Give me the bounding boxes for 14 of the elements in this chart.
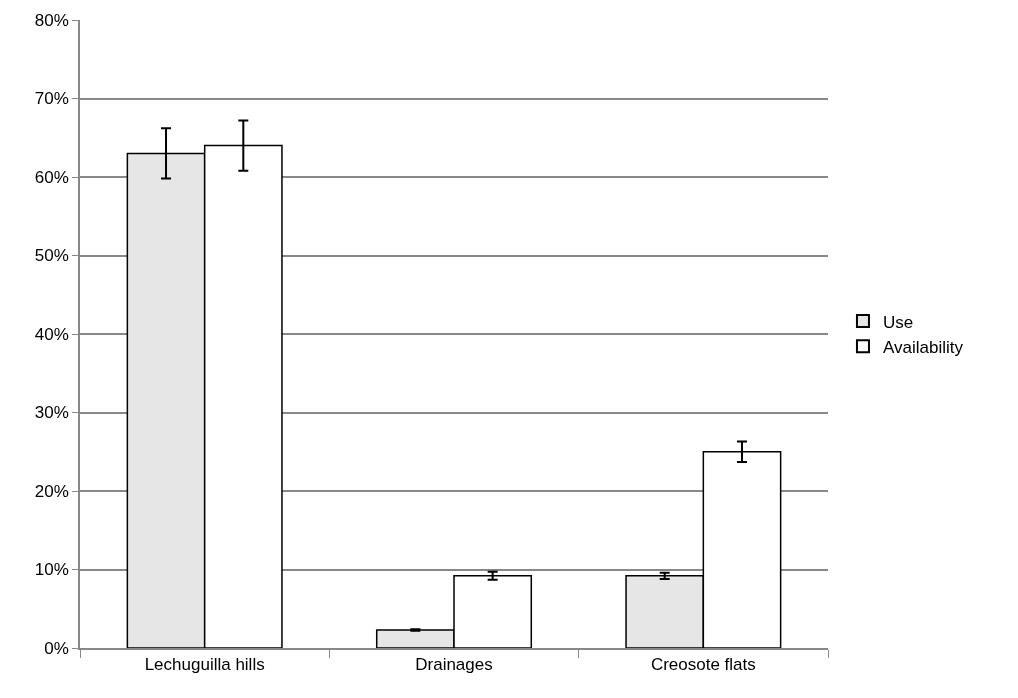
x-tick-label: Lechuguilla hills xyxy=(144,655,265,675)
y-tick-label: 50% xyxy=(34,246,69,266)
x-tick-label: Creosote flats xyxy=(650,655,756,675)
y-tick-label: 60% xyxy=(34,167,69,187)
legend-label: Use xyxy=(882,312,914,332)
y-tick-label: 0% xyxy=(44,638,69,658)
y-tick-label: 10% xyxy=(34,560,69,580)
y-tick-label: 80% xyxy=(34,10,69,30)
legend-label: Availability xyxy=(882,337,964,357)
y-tick-label: 40% xyxy=(34,324,69,344)
y-tick-label: 70% xyxy=(34,89,69,109)
y-tick-label: 30% xyxy=(34,403,69,423)
x-tick-label: Drainages xyxy=(415,655,493,675)
y-tick-label: 20% xyxy=(34,481,69,501)
